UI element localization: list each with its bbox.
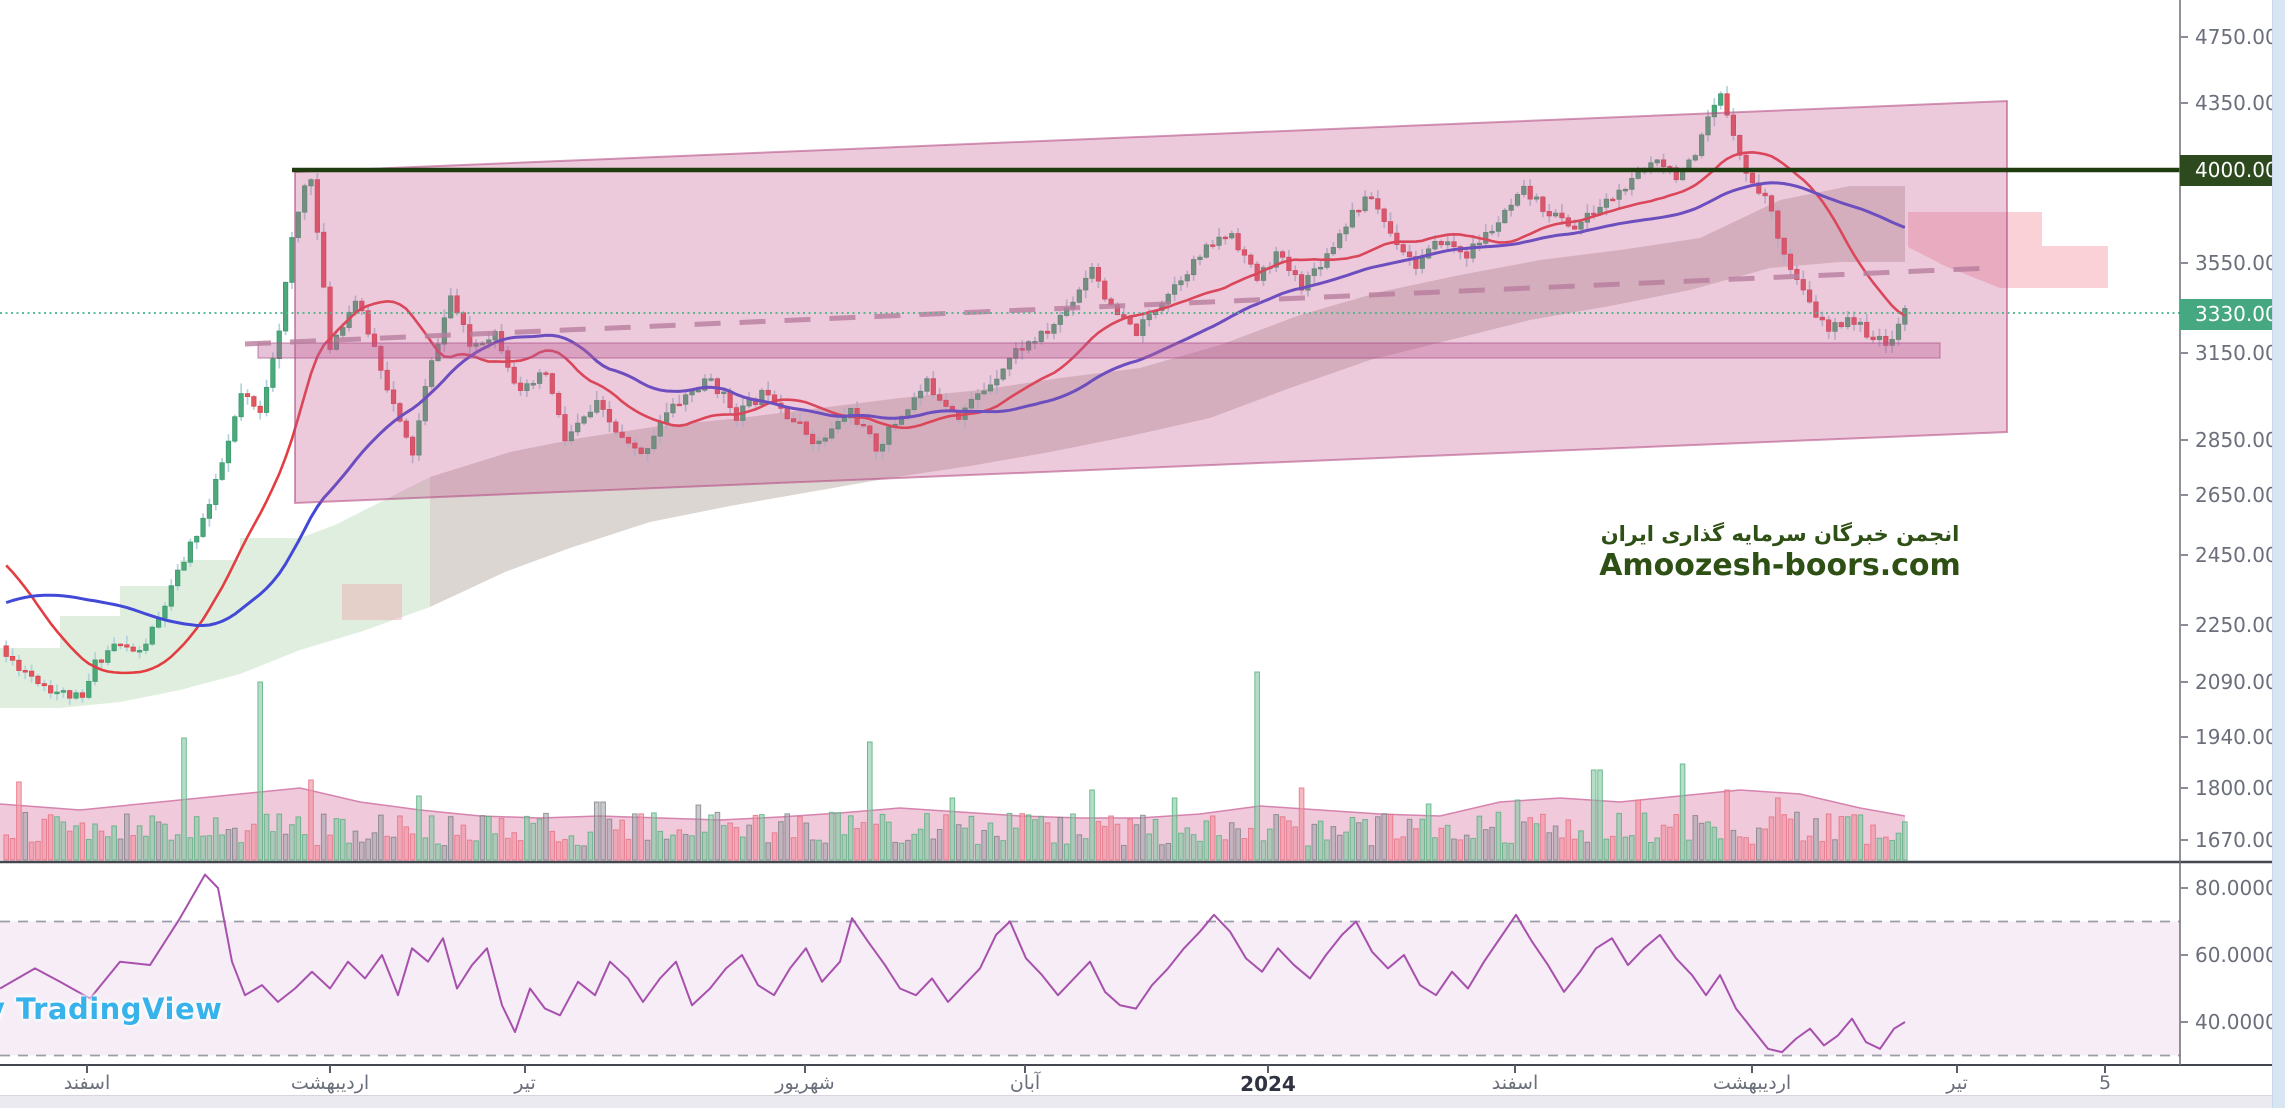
cloud-pink-patch (342, 584, 402, 620)
price-label: 2090.00 (2195, 670, 2278, 694)
cloud-gray-mid (430, 186, 1905, 607)
time-label: اردیبهشت (290, 1072, 370, 1094)
time-label: اسفند (1491, 1072, 1539, 1094)
time-tick (1514, 1065, 1516, 1073)
price-tick (2180, 887, 2188, 889)
price-tick (2180, 36, 2188, 38)
rsi-value-label: 40.0000 (2195, 1010, 2278, 1034)
ma-fast-line (5, 151, 1906, 675)
rsi-band (0, 921, 2180, 1056)
price-tick (2180, 102, 2188, 104)
time-label: تیر (514, 1072, 536, 1094)
bottom-strip (0, 1095, 2272, 1108)
price-tick (2180, 439, 2188, 441)
price-tick (2180, 352, 2188, 354)
price-label: 2650.00 (2195, 483, 2278, 507)
time-tick (1751, 1065, 1753, 1073)
volume-bars (3, 671, 1908, 861)
price-label: 1670.00 (2195, 828, 2278, 852)
time-label: 5 (2098, 1072, 2112, 1094)
parallel-channel[interactable] (294, 99, 2008, 505)
time-tick (804, 1065, 806, 1073)
price-label: 4350.00 (2195, 91, 2278, 115)
time-label: اسفند (63, 1072, 111, 1094)
time-tick (2104, 1065, 2106, 1073)
time-tick (1024, 1065, 1026, 1073)
price-tick (2180, 839, 2188, 841)
price-tick (2180, 736, 2188, 738)
price-label: 4750.00 (2195, 25, 2278, 49)
time-tick (86, 1065, 88, 1073)
price-label: 2450.00 (2195, 543, 2278, 567)
time-tick (329, 1065, 331, 1073)
price-tick (2180, 681, 2188, 683)
ma-slow-line (5, 181, 1906, 628)
time-label: اردیبهشت (1712, 1072, 1792, 1094)
price-tick (2180, 624, 2188, 626)
price-tick (2180, 494, 2188, 496)
dashed-trendline[interactable] (244, 265, 1991, 347)
rsi-value-label: 80.0000 (2195, 876, 2278, 900)
price-tag-4000: 4000.00 (2180, 154, 2278, 186)
time-scale[interactable]: اسفند اردیبهشت تیر شهریور آبان 2024 اسفند اردیب… (0, 1065, 2272, 1096)
time-tick (524, 1065, 526, 1073)
price-label: 3150.00 (2195, 341, 2278, 365)
price-label: 2250.00 (2195, 613, 2278, 637)
price-tick (2180, 262, 2188, 264)
price-tag-3330: 3330.00 (2180, 298, 2278, 330)
price-tick (2180, 1021, 2188, 1023)
volume-ma-line (0, 787, 1906, 821)
price-scale[interactable]: 4750.00 4350.00 3550.00 3150.00 2850.00 2650.… (2180, 0, 2278, 1095)
price-label: 2850.00 (2195, 428, 2278, 452)
support-zone-band[interactable] (257, 342, 1941, 359)
time-tick (1956, 1065, 1958, 1073)
price-label: 3550.00 (2195, 251, 2278, 275)
price-label: 1800.00 (2195, 776, 2278, 800)
price-tick (2180, 954, 2188, 956)
price-tick (2180, 554, 2188, 556)
rsi-line (0, 873, 1906, 1054)
tradingview-logo[interactable]: y TradingView (0, 992, 223, 1026)
time-tick (1267, 1065, 1269, 1073)
price-tick (2180, 787, 2188, 789)
time-label: تیر (1946, 1072, 1968, 1094)
time-label: شهریور (775, 1072, 835, 1094)
time-label: 2024 (1240, 1072, 1296, 1096)
time-label: آبان (1009, 1072, 1041, 1094)
price-label: 1940.00 (2195, 725, 2278, 749)
rsi-value-label: 60.0000 (2195, 943, 2278, 967)
right-scrollbar-strip[interactable] (2272, 0, 2285, 1108)
